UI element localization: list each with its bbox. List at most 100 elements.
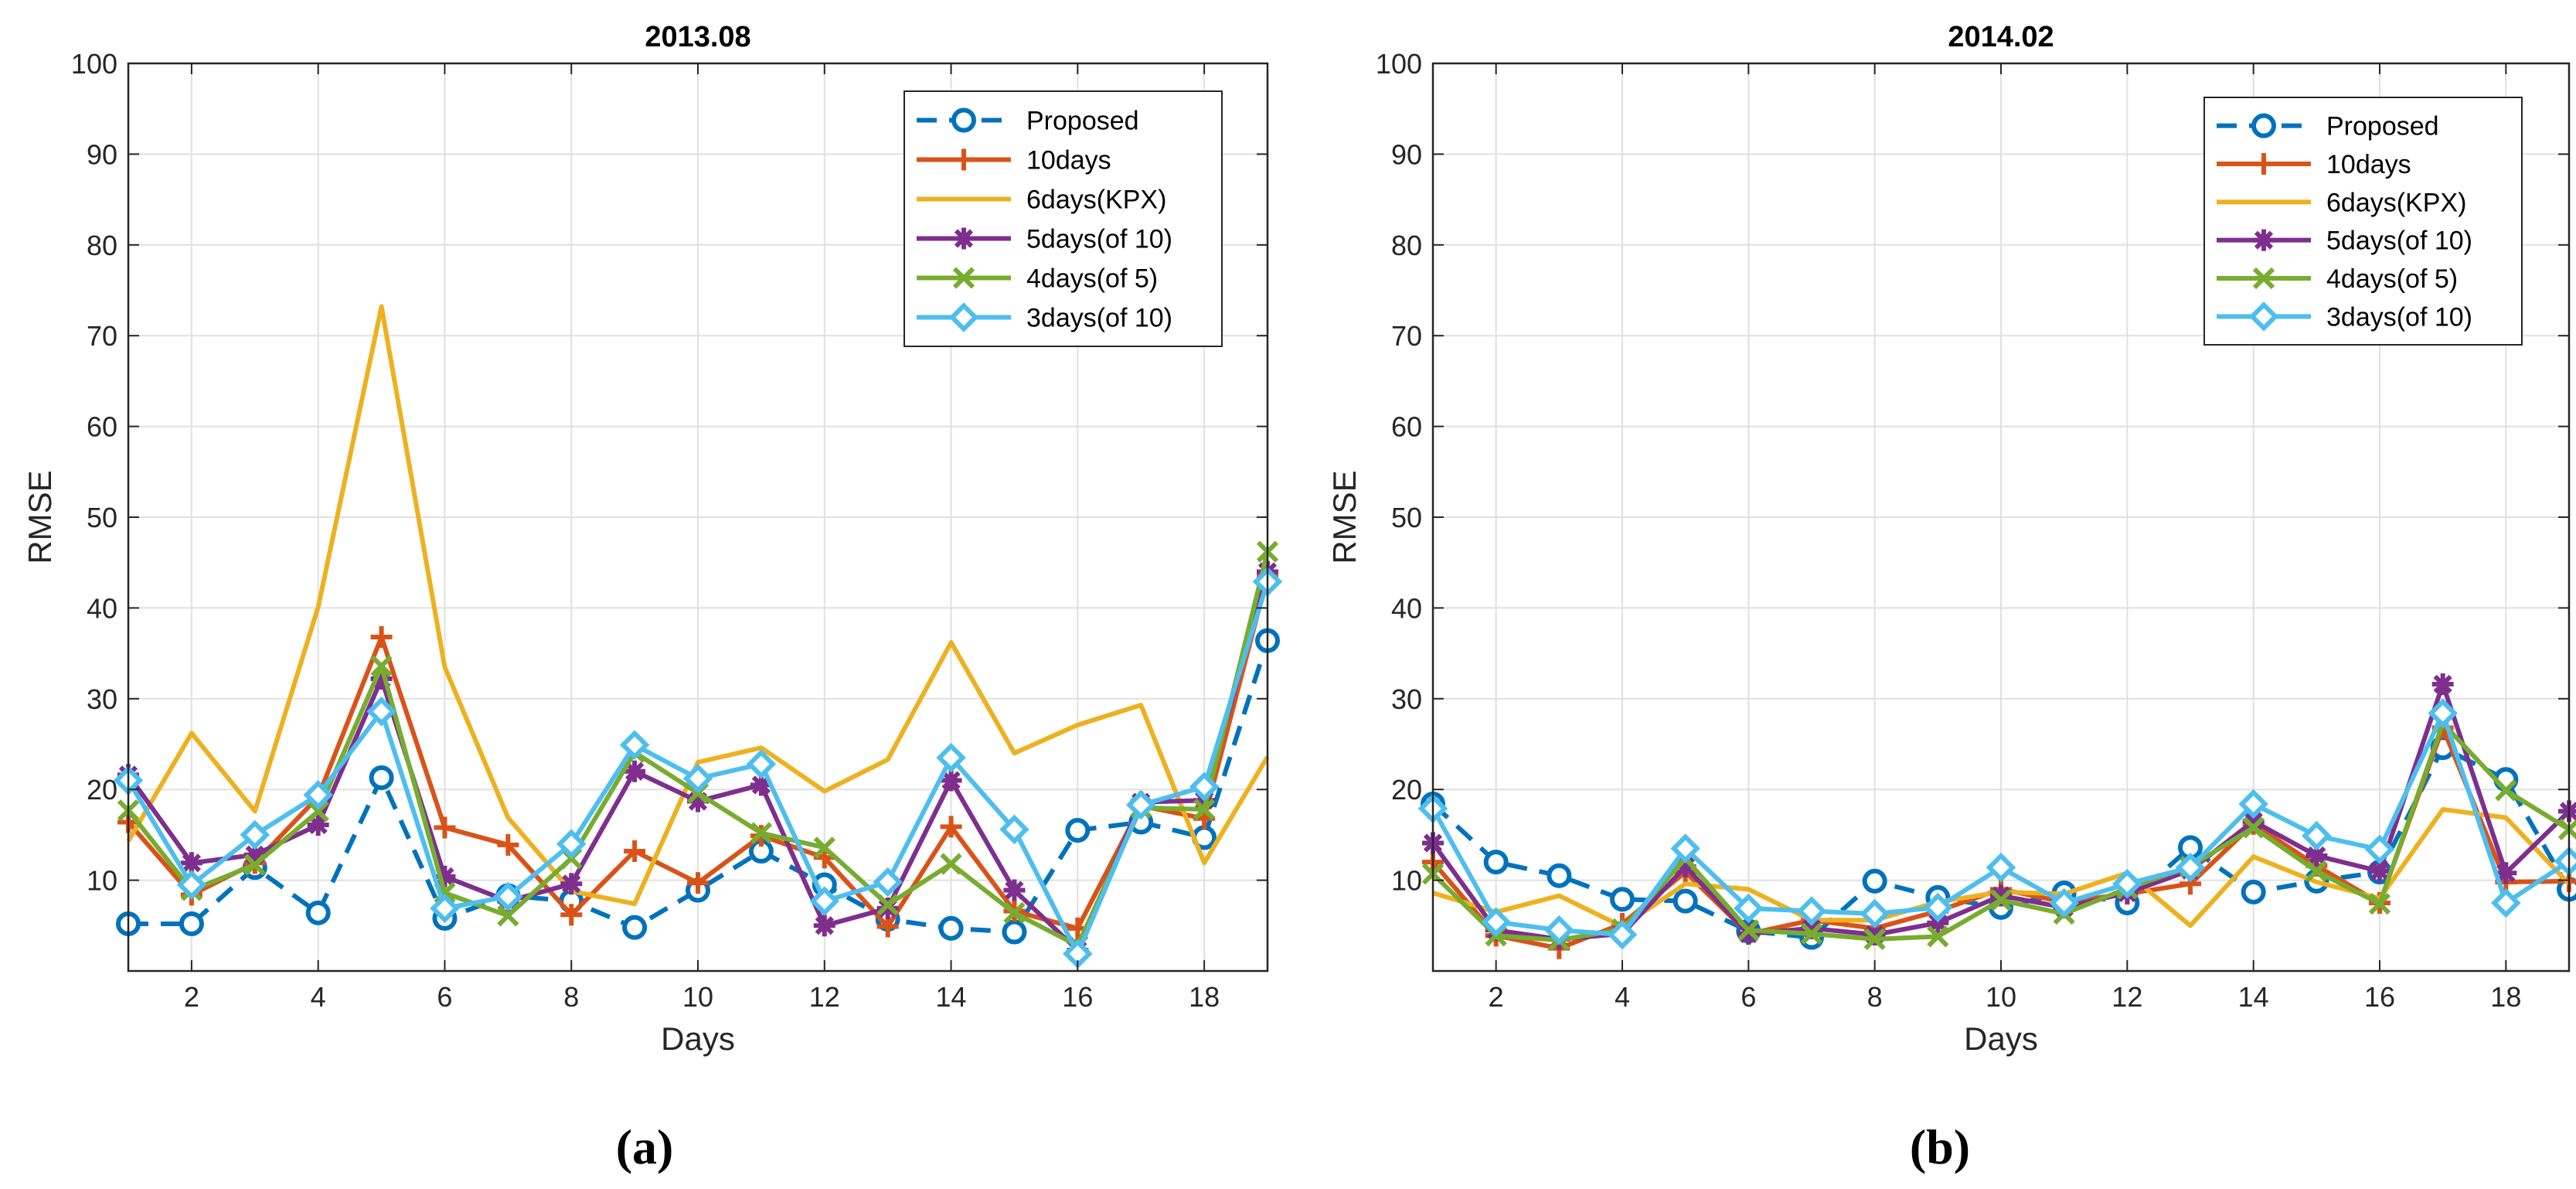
data-point	[1547, 863, 1572, 888]
x-tick-label: 4	[311, 981, 326, 1013]
x-tick-label: 4	[1615, 981, 1630, 1013]
data-point	[813, 915, 835, 937]
legend-entry: 3days(of 10)	[917, 302, 1172, 333]
data-point	[434, 816, 456, 839]
data-point	[366, 696, 396, 727]
data-point	[1862, 868, 1887, 894]
data-point	[497, 833, 519, 856]
x-axis-label: Days	[661, 1020, 735, 1057]
legend-entry: 5days(of 10)	[2217, 227, 2472, 256]
legend-label: 6days(KPX)	[1026, 186, 1166, 215]
chart-title: 2013.08	[645, 21, 750, 53]
data-point	[876, 897, 899, 919]
y-tick-label: 30	[87, 683, 117, 715]
y-tick-label: 40	[1391, 592, 1422, 624]
data-point	[1986, 852, 2016, 883]
data-point	[624, 760, 646, 782]
x-tick-label: 16	[1062, 981, 1093, 1013]
chart-b: 2 4 6 8 10 12 14 16 18 10 20 30 40 50 60 70 80 90 100 2014.…	[1326, 21, 2576, 1174]
data-point	[2305, 844, 2328, 867]
data-point	[1065, 818, 1091, 843]
legend-entry: 3days(of 10)	[2217, 302, 2472, 332]
data-point	[1860, 898, 1890, 929]
data-point	[2495, 862, 2517, 884]
legend-entry: 5days(of 10)	[917, 225, 1172, 254]
data-point	[493, 881, 523, 911]
data-point	[1923, 892, 1953, 923]
data-point	[370, 655, 393, 677]
chart-a: 2 4 6 8 10 12 14 16 18 10 20 30 40 50 60 70 80 90 100 2013.…	[22, 21, 1283, 1174]
data-point	[1863, 924, 1886, 946]
legend-label: 6days(KPX)	[2326, 188, 2466, 217]
data-point	[2242, 816, 2265, 839]
data-point	[813, 836, 835, 859]
legend-marker	[953, 227, 975, 250]
legend-marker	[2252, 267, 2275, 290]
legend-entry: Proposed	[2217, 112, 2439, 141]
y-tick-label: 50	[1391, 502, 1422, 533]
legend-label: Proposed	[2326, 112, 2439, 141]
data-point	[936, 742, 966, 773]
data-point	[2175, 852, 2206, 883]
data-point	[2112, 869, 2142, 899]
data-point	[497, 905, 519, 927]
legend-entry: 4days(of 5)	[917, 264, 1158, 294]
data-point	[556, 829, 587, 859]
legend-label: Proposed	[1026, 107, 1139, 136]
data-point	[180, 852, 202, 874]
data-point	[622, 915, 648, 940]
data-point	[1990, 884, 2012, 907]
panel-caption: (b)	[1910, 1119, 1970, 1174]
series-6days(KPX)	[126, 304, 1270, 907]
y-tick-label: 10	[87, 865, 117, 897]
legend-entry: 10days	[917, 146, 1111, 175]
series-line	[126, 304, 1270, 907]
legend-label: 10days	[1026, 146, 1111, 175]
data-point	[1189, 772, 1220, 802]
data-point	[1674, 855, 1696, 877]
legend-entry: 10days	[2217, 150, 2411, 179]
legend-entry: Proposed	[917, 107, 1139, 136]
data-point	[243, 853, 266, 876]
legend-marker	[2248, 302, 2279, 332]
data-point	[1003, 879, 1026, 901]
data-point	[1927, 911, 1949, 934]
y-tick-label: 90	[1391, 138, 1422, 170]
x-tick-label: 12	[809, 981, 840, 1013]
data-point	[2368, 892, 2391, 915]
data-point	[370, 667, 393, 690]
legend-marker	[948, 302, 979, 332]
data-point	[1801, 917, 1822, 939]
data-point	[2491, 887, 2521, 918]
data-point	[999, 814, 1029, 845]
x-tick-label: 14	[936, 981, 967, 1013]
data-point	[1483, 850, 1509, 875]
data-point	[2302, 820, 2332, 851]
panel-caption: (a)	[616, 1119, 674, 1174]
data-point	[2495, 779, 2517, 802]
data-point	[1670, 833, 1700, 864]
legend-marker	[2253, 153, 2275, 175]
legend-label: 10days	[2326, 150, 2411, 179]
data-point	[940, 769, 962, 792]
y-tick-label: 100	[71, 48, 117, 80]
chart-title: 2014.02	[1948, 21, 2054, 53]
data-point	[1610, 887, 1635, 912]
legend-label: 5days(of 10)	[2326, 227, 2472, 256]
legend-label: 3days(of 10)	[2326, 302, 2472, 332]
legend-marker	[2253, 229, 2275, 251]
data-point	[307, 800, 329, 823]
data-point	[1989, 889, 2013, 911]
x-tick-label: 10	[682, 981, 713, 1013]
data-point	[940, 816, 962, 838]
data-point	[307, 813, 329, 836]
data-point	[1544, 915, 1574, 945]
x-tick-label: 2	[1489, 981, 1504, 1013]
data-point	[179, 911, 204, 936]
data-point	[243, 843, 266, 866]
x-tick-label: 8	[1867, 981, 1883, 1013]
data-point	[2369, 860, 2391, 882]
data-point	[434, 865, 456, 887]
x-tick-label: 8	[563, 981, 579, 1013]
data-point	[2431, 673, 2454, 696]
